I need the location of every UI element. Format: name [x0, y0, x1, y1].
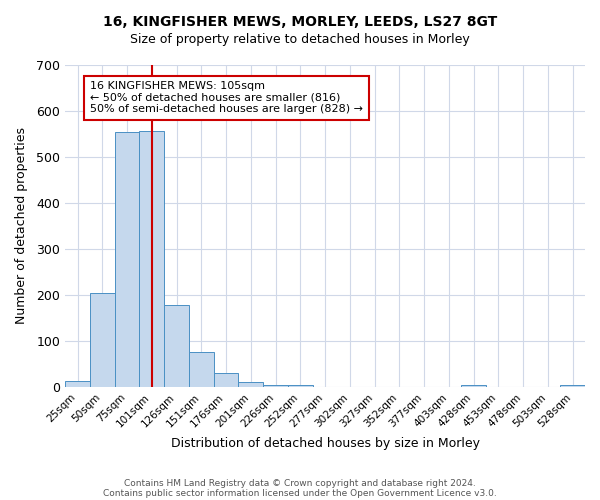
- Bar: [238, 382, 263, 387]
- Text: Size of property relative to detached houses in Morley: Size of property relative to detached ho…: [130, 32, 470, 46]
- Text: Contains HM Land Registry data © Crown copyright and database right 2024.: Contains HM Land Registry data © Crown c…: [124, 478, 476, 488]
- Text: 16 KINGFISHER MEWS: 105sqm
← 50% of detached houses are smaller (816)
50% of sem: 16 KINGFISHER MEWS: 105sqm ← 50% of deta…: [90, 81, 363, 114]
- Bar: [65, 382, 90, 387]
- Bar: [164, 305, 189, 387]
- Bar: [214, 373, 238, 387]
- Bar: [288, 384, 313, 387]
- Bar: [139, 131, 164, 387]
- Text: 16, KINGFISHER MEWS, MORLEY, LEEDS, LS27 8GT: 16, KINGFISHER MEWS, MORLEY, LEEDS, LS27…: [103, 15, 497, 29]
- Bar: [461, 384, 486, 387]
- Bar: [263, 384, 288, 387]
- Y-axis label: Number of detached properties: Number of detached properties: [15, 128, 28, 324]
- Bar: [560, 384, 585, 387]
- Bar: [115, 132, 139, 387]
- Text: Contains public sector information licensed under the Open Government Licence v3: Contains public sector information licen…: [103, 488, 497, 498]
- X-axis label: Distribution of detached houses by size in Morley: Distribution of detached houses by size …: [170, 437, 479, 450]
- Bar: [189, 352, 214, 387]
- Bar: [90, 293, 115, 387]
